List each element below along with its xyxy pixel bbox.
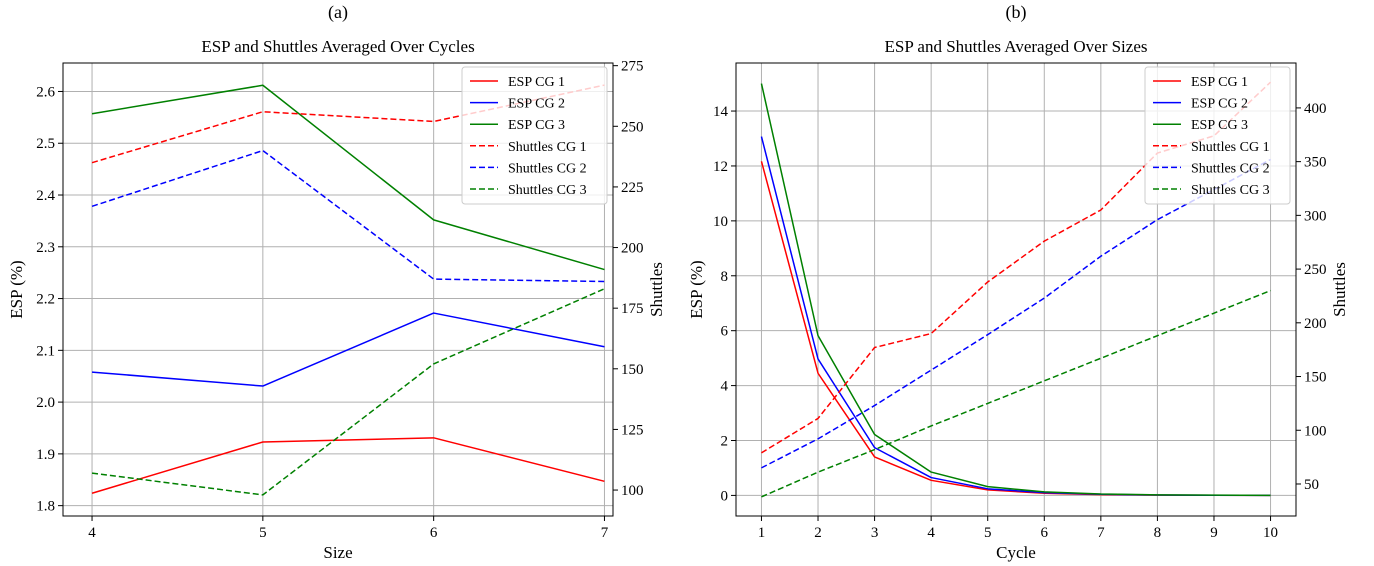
legend-box bbox=[461, 66, 608, 205]
series-line-esp-cg-1 bbox=[760, 161, 1271, 497]
x-tick-label: 7 bbox=[1097, 525, 1105, 541]
y-tick-label: 2.3 bbox=[36, 240, 55, 256]
y2-tick-label: 400 bbox=[1304, 101, 1327, 117]
x-tick-label: 5 bbox=[259, 525, 267, 541]
y2-tick-label: 225 bbox=[621, 180, 644, 196]
legend-entry: ESP CG 1 bbox=[508, 75, 565, 90]
y2-tick-label: 350 bbox=[1304, 155, 1327, 171]
y-tick-label: 2.2 bbox=[36, 292, 55, 308]
y-axis-right: 100 125 150 175 200 225 250 275 bbox=[613, 59, 644, 499]
y2-tick-label: 100 bbox=[1304, 423, 1327, 439]
y2-tick-label: 200 bbox=[621, 241, 644, 257]
series-line-shuttles-cg-3 bbox=[91, 288, 605, 496]
x-tick-label: 2 bbox=[814, 525, 822, 541]
x-tick-label: 6 bbox=[430, 525, 438, 541]
legend-entry: Shuttles CG 1 bbox=[508, 140, 587, 155]
y2-tick-label: 125 bbox=[621, 422, 644, 438]
legend: ESP CG 1 ESP CG 2 ESP CG 3 Shuttles CG 1 Shu… bbox=[461, 66, 608, 205]
chart-title: ESP and Shuttles Averaged Over Cycles bbox=[201, 37, 474, 56]
x-axis: 4 5 6 7 bbox=[88, 516, 609, 541]
y-tick-label: 2.5 bbox=[36, 136, 55, 152]
y-tick-label: 2 bbox=[721, 434, 729, 450]
y-axis-left: 0 2 4 6 8 10 12 14 bbox=[713, 104, 736, 504]
x-axis-label: Cycle bbox=[996, 543, 1036, 562]
x-tick-label: 8 bbox=[1154, 525, 1162, 541]
y2-tick-label: 250 bbox=[1304, 262, 1327, 278]
y2-tick-label: 200 bbox=[1304, 316, 1327, 332]
series-line-shuttles-cg-2 bbox=[761, 158, 1271, 469]
legend-entry: Shuttles CG 3 bbox=[508, 183, 587, 198]
y2-axis-label: Shuttles bbox=[647, 262, 666, 317]
y-tick-label: 2.0 bbox=[36, 395, 55, 411]
series-line-esp-cg-2 bbox=[91, 312, 605, 387]
series-line-shuttles-cg-3 bbox=[761, 289, 1271, 498]
legend-entry: Shuttles CG 2 bbox=[508, 161, 587, 176]
x-tick-label: 10 bbox=[1263, 525, 1278, 541]
y-tick-label: 2.6 bbox=[36, 84, 55, 100]
chart-panel-2: (b) ESP and Shuttles Averaged Over Sizes 1… bbox=[687, 2, 1349, 562]
x-axis: 1 2 3 4 5 6 7 8 9 10 bbox=[758, 516, 1278, 541]
y-tick-label: 10 bbox=[713, 214, 728, 230]
x-tick-label: 6 bbox=[1041, 525, 1049, 541]
y-tick-label: 2.4 bbox=[36, 188, 55, 204]
y-tick-label: 1.9 bbox=[36, 447, 55, 463]
legend-entry: Shuttles CG 3 bbox=[1191, 183, 1270, 198]
x-tick-label: 1 bbox=[758, 525, 766, 541]
y-tick-label: 4 bbox=[721, 379, 729, 395]
legend-entry: ESP CG 1 bbox=[1191, 75, 1248, 90]
series-line-shuttles-cg-2 bbox=[91, 149, 605, 283]
y-axis-left: 1.8 1.9 2.0 2.1 2.2 2.3 2.4 2.5 2.6 bbox=[36, 84, 63, 515]
x-tick-label: 4 bbox=[88, 525, 96, 541]
x-tick-label: 9 bbox=[1210, 525, 1218, 541]
y-tick-label: 12 bbox=[713, 159, 728, 175]
panel-tag: (a) bbox=[328, 2, 348, 23]
y2-tick-label: 300 bbox=[1304, 208, 1327, 224]
x-tick-label: 4 bbox=[927, 525, 935, 541]
legend: ESP CG 1 ESP CG 2 ESP CG 3 Shuttles CG 1 Shu… bbox=[1144, 66, 1291, 205]
y2-tick-label: 175 bbox=[621, 301, 644, 317]
y2-tick-label: 275 bbox=[621, 59, 644, 75]
x-tick-label: 3 bbox=[871, 525, 879, 541]
plot-frame bbox=[735, 62, 1297, 517]
chart-panel-1: (a) ESP and Shuttles Averaged Over Cycles… bbox=[7, 2, 666, 562]
y2-tick-label: 100 bbox=[621, 483, 644, 499]
legend-entry: ESP CG 2 bbox=[1191, 97, 1248, 112]
x-tick-label: 7 bbox=[601, 525, 609, 541]
y-axis-label: ESP (%) bbox=[7, 260, 26, 318]
y2-tick-label: 150 bbox=[1304, 370, 1327, 386]
legend-entry: Shuttles CG 1 bbox=[1191, 140, 1270, 155]
legend-entry: ESP CG 2 bbox=[508, 97, 565, 112]
y2-tick-label: 150 bbox=[621, 362, 644, 378]
y2-axis-label: Shuttles bbox=[1330, 262, 1349, 317]
y-tick-label: 2.1 bbox=[36, 343, 55, 359]
x-axis-label: Size bbox=[323, 543, 352, 562]
legend-entry: ESP CG 3 bbox=[1191, 118, 1248, 133]
series-line-esp-cg-1 bbox=[91, 437, 605, 494]
series-line-esp-cg-3 bbox=[91, 84, 605, 271]
chart-title: ESP and Shuttles Averaged Over Sizes bbox=[885, 37, 1148, 56]
series-line-esp-cg-3 bbox=[760, 83, 1271, 497]
y-tick-label: 14 bbox=[713, 104, 729, 120]
legend-entry: ESP CG 3 bbox=[508, 118, 565, 133]
y-tick-label: 0 bbox=[721, 488, 729, 504]
y-tick-label: 6 bbox=[721, 324, 729, 340]
panel-tag: (b) bbox=[1006, 2, 1027, 23]
y2-tick-label: 50 bbox=[1304, 477, 1319, 493]
y2-tick-label: 250 bbox=[621, 119, 644, 135]
y-tick-label: 1.8 bbox=[36, 499, 55, 515]
x-tick-label: 5 bbox=[984, 525, 992, 541]
legend-entry: Shuttles CG 2 bbox=[1191, 161, 1270, 176]
y-axis-label: ESP (%) bbox=[687, 260, 706, 318]
plot-frame bbox=[62, 62, 614, 517]
legend-box bbox=[1144, 66, 1291, 205]
y-tick-label: 8 bbox=[721, 269, 729, 285]
y-axis-right: 50 100 150 200 250 300 350 400 bbox=[1296, 101, 1327, 493]
